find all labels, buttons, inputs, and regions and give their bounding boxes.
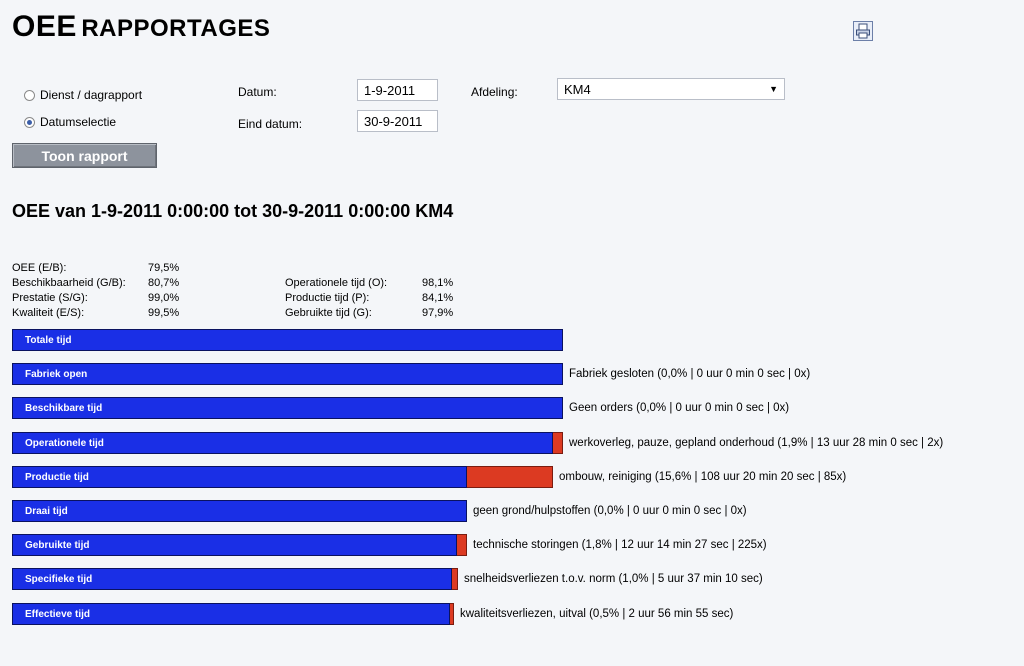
stat-label: Beschikbaarheid (G/B):: [12, 277, 126, 289]
loss-bar: [450, 603, 454, 625]
page-title: OEE RAPPORTAGES: [12, 10, 270, 44]
print-button[interactable]: [853, 21, 873, 41]
stat-label: Operationele tijd (O):: [285, 277, 388, 289]
stat-label: Kwaliteit (E/S):: [12, 307, 85, 319]
bar-row: Productie tijd ombouw, reiniging (15,6% |…: [12, 466, 846, 488]
loss-text: kwaliteitsverliezen, uitval (0,5% | 2 uu…: [460, 608, 734, 620]
title-sub: RAPPORTAGES: [81, 15, 271, 42]
stat-label: Prestatie (S/G):: [12, 292, 88, 304]
afdeling-value: KM4: [564, 81, 591, 97]
radio-datumselectie[interactable]: Datumselectie: [24, 115, 116, 129]
bar-row: Gebruikte tijd technische storingen (1,8%…: [12, 534, 767, 556]
bar-row: Fabriek open Fabriek gesloten (0,0% | 0 u…: [12, 363, 810, 385]
loss-text: Fabriek gesloten (0,0% | 0 uur 0 min 0 s…: [569, 368, 811, 380]
bar-row: Operationele tijd werkoverleg, pauze, gep…: [12, 432, 943, 454]
bar: Gebruikte tijd: [12, 534, 457, 556]
loss-text: technische storingen (1,8% | 12 uur 14 m…: [473, 539, 767, 551]
stat-value: 97,9%: [422, 307, 454, 319]
bar: Operationele tijd: [12, 432, 553, 454]
stat-label: Gebruikte tijd (G):: [285, 307, 372, 319]
bar-label: Gebruikte tijd: [25, 539, 90, 551]
loss-text: werkoverleg, pauze, gepland onderhoud (1…: [569, 437, 944, 449]
bar-label: Fabriek open: [25, 368, 88, 380]
bar-row: Totale tijd: [12, 329, 563, 351]
bar-row: Draai tijd geen grond/hulpstoffen (0,0% |…: [12, 500, 747, 522]
bar-label: Effectieve tijd: [25, 608, 91, 620]
radio-button[interactable]: [24, 89, 35, 101]
loss-text: Geen orders (0,0% | 0 uur 0 min 0 sec | …: [569, 402, 790, 414]
datum-input[interactable]: 1-9-2011: [357, 79, 438, 101]
report-title: OEE van 1-9-2011 0:00:00 tot 30-9-2011 0…: [12, 201, 454, 221]
stat-value: 99,5%: [148, 307, 180, 319]
bar: Specifieke tijd: [12, 568, 452, 590]
datum-label: Datum:: [238, 85, 277, 99]
loss-text: ombouw, reiniging (15,6% | 108 uur 20 mi…: [559, 471, 847, 483]
bar: Productie tijd: [12, 466, 467, 488]
bar: Effectieve tijd: [12, 603, 450, 625]
stat-value: 98,1%: [422, 277, 454, 289]
bar: Fabriek open: [12, 363, 563, 385]
loss-bar: [467, 466, 553, 488]
bar-label: Totale tijd: [25, 334, 72, 346]
radio-label: Dienst / dagrapport: [40, 88, 143, 102]
afdeling-label: Afdeling:: [471, 85, 518, 99]
loss-bar: [553, 432, 563, 454]
stat-value: 79,5%: [148, 262, 180, 274]
loss-bar: [452, 568, 458, 590]
chevron-down-icon: ▼: [769, 84, 778, 94]
eind-datum-input[interactable]: 30-9-2011: [357, 110, 438, 132]
stat-value: 80,7%: [148, 277, 180, 289]
bar-label: Specifieke tijd: [25, 573, 93, 585]
toon-rapport-button[interactable]: Toon rapport: [12, 143, 157, 168]
stat-label: OEE (E/B):: [12, 262, 67, 274]
stat-label: Productie tijd (P):: [285, 292, 370, 304]
bar-label: Draai tijd: [25, 505, 68, 517]
bar-label: Productie tijd: [25, 471, 89, 483]
loss-text: snelheidsverliezen t.o.v. norm (1,0% | 5…: [464, 573, 763, 585]
bar: Totale tijd: [12, 329, 563, 351]
loss-bar: [457, 534, 467, 556]
stat-value: 84,1%: [422, 292, 454, 304]
loss-text: geen grond/hulpstoffen (0,0% | 0 uur 0 m…: [473, 505, 747, 517]
eind-datum-label: Eind datum:: [238, 117, 303, 131]
stat-value: 99,0%: [148, 292, 180, 304]
bar-label: Beschikbare tijd: [25, 402, 103, 414]
bar-row: Effectieve tijd kwaliteitsverliezen, uitv…: [12, 603, 733, 625]
title-main: OEE: [12, 10, 77, 43]
radio-dienst-dagrapport[interactable]: Dienst / dagrapport: [24, 88, 142, 102]
printer-icon: [856, 23, 870, 39]
radio-button[interactable]: [24, 116, 35, 128]
bar-label: Operationele tijd: [25, 437, 104, 449]
bar-row: Specifieke tijd snelheidsverliezen t.o.v.…: [12, 568, 763, 590]
bar: Draai tijd: [12, 500, 467, 522]
afdeling-select[interactable]: KM4 ▼: [557, 78, 785, 100]
bar: Beschikbare tijd: [12, 397, 563, 419]
radio-label: Datumselectie: [40, 115, 117, 129]
bar-row: Beschikbare tijd Geen orders (0,0% | 0 uu…: [12, 397, 789, 419]
